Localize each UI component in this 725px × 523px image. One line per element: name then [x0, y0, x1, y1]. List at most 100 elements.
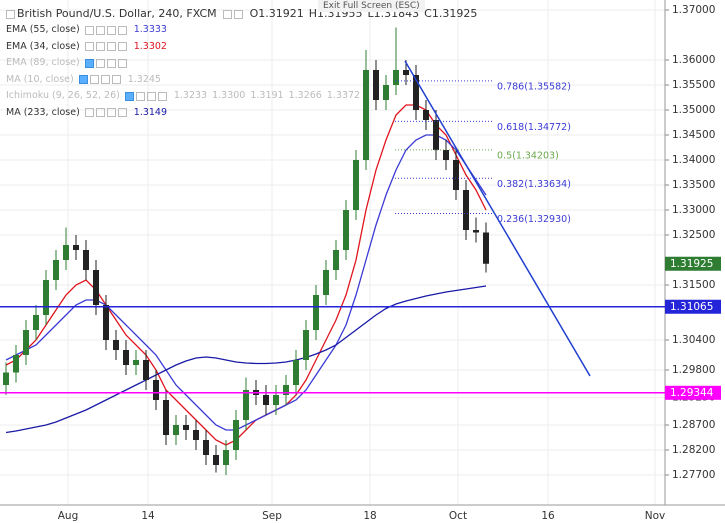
fib-label: 0.382(1.33634): [497, 179, 571, 190]
candle-body: [273, 395, 279, 405]
indicator-icon[interactable]: [78, 75, 88, 85]
candle-body: [363, 70, 369, 160]
indicator-icon[interactable]: [146, 91, 156, 101]
y-tick-label: 1.29800: [672, 364, 715, 376]
plot-background: [0, 0, 665, 505]
price-tag-label: 1.29344: [670, 387, 714, 399]
indicator-row: EMA (89, close): [6, 55, 477, 72]
indicator-value: 1.3149: [133, 106, 168, 118]
fib-label: 0.618(1.34772): [497, 122, 571, 133]
y-tick-label: 1.37000: [672, 4, 715, 16]
indicator-icon[interactable]: [100, 75, 110, 85]
candle-body: [383, 85, 389, 100]
indicator-icon[interactable]: [106, 58, 116, 68]
y-tick-label: 1.28700: [672, 419, 715, 431]
candle-body: [153, 380, 159, 400]
y-tick-label: 1.35000: [672, 104, 715, 116]
indicator-icon[interactable]: [135, 91, 145, 101]
candle-body: [423, 110, 429, 120]
candle-body: [283, 385, 289, 395]
indicator-name: EMA (89, close): [6, 57, 80, 69]
y-tick-label: 1.33500: [672, 179, 715, 191]
candle-body: [183, 425, 189, 430]
settings-icon[interactable]: [222, 9, 232, 19]
fib-label: 0.786(1.35582): [497, 81, 571, 92]
y-tick-label: 1.35500: [672, 79, 715, 91]
indicator-row: EMA (55, close) 1.3333: [6, 22, 477, 39]
candle-body: [243, 390, 249, 420]
tooltip: Exit Full Screen (ESC): [318, 0, 425, 12]
candle-body: [483, 232, 489, 264]
y-tick-label: 1.30400: [672, 334, 715, 346]
last-price-label: 1.31925: [670, 258, 713, 270]
x-tick-label: 14: [141, 510, 155, 522]
ohlc-value: O1.31921: [249, 7, 304, 20]
indicator-icon[interactable]: [84, 58, 94, 68]
candle-body: [443, 150, 449, 160]
indicator-name: Ichimoku (9, 26, 52, 26): [6, 90, 120, 102]
indicator-icon[interactable]: [84, 42, 94, 52]
indicator-icon[interactable]: [84, 25, 94, 35]
indicator-icon[interactable]: [106, 25, 116, 35]
candle-body: [323, 270, 329, 295]
candle-body: [33, 315, 39, 330]
price-tag: [665, 385, 721, 400]
candle-body: [403, 70, 409, 75]
candle-body: [463, 190, 469, 230]
x-tick-label: Aug: [58, 510, 79, 522]
indicator-icon[interactable]: [124, 91, 134, 101]
indicator-icon[interactable]: [117, 42, 127, 52]
candle-body: [203, 440, 209, 455]
indicator-icon[interactable]: [157, 91, 167, 101]
candle-body: [293, 360, 299, 385]
indicator-icon[interactable]: [89, 75, 99, 85]
candle-body: [43, 280, 49, 315]
close-icon[interactable]: [233, 9, 243, 19]
indicator-icon[interactable]: [95, 42, 105, 52]
y-tick-label: 1.36000: [672, 54, 715, 66]
candle-body: [143, 360, 149, 380]
indicator-value: 1.3233: [173, 90, 208, 102]
candle-body: [13, 355, 19, 373]
candle-body: [23, 330, 29, 355]
x-tick-label: Nov: [645, 510, 666, 522]
indicator-icon[interactable]: [95, 108, 105, 118]
fib-label: 0.5(1.34203): [497, 150, 559, 161]
indicator-row: EMA (34, close) 1.3302: [6, 39, 477, 56]
candle-body: [233, 420, 239, 450]
y-tick-label: 1.32500: [672, 229, 715, 241]
indicator-icon[interactable]: [95, 58, 105, 68]
indicator-icon[interactable]: [106, 42, 116, 52]
candle-body: [303, 330, 309, 360]
candle-body: [93, 270, 99, 305]
candle-body: [473, 230, 479, 233]
indicator-icon[interactable]: [111, 75, 121, 85]
indicator-row: MA (233, close) 1.3149: [6, 105, 477, 122]
candle-body: [413, 75, 419, 110]
indicator-icon[interactable]: [117, 108, 127, 118]
indicator-icon[interactable]: [95, 25, 105, 35]
x-tick-label: 18: [363, 510, 376, 522]
x-tick-label: 16: [541, 510, 555, 522]
indicator-name: EMA (55, close): [6, 24, 80, 36]
candle-body: [263, 395, 269, 405]
indicator-icon[interactable]: [84, 108, 94, 118]
y-tick-label: 1.34500: [672, 129, 715, 141]
candle-body: [113, 340, 119, 350]
symbol-row: British Pound/U.S. Dollar, 240, FXCM O1.…: [6, 6, 477, 22]
indicator-icon[interactable]: [117, 58, 127, 68]
candle-body: [373, 70, 379, 100]
ohlc-value: C1.31925: [424, 7, 478, 20]
indicator-value: 1.3191: [250, 90, 284, 102]
indicator-value: 1.3333: [133, 24, 167, 36]
price-tag: [665, 299, 721, 314]
candle-body: [173, 425, 179, 435]
indicator-value: 1.3266: [288, 90, 322, 102]
collapse-icon[interactable]: [6, 9, 15, 19]
symbol-title: British Pound/U.S. Dollar, 240, FXCM: [17, 7, 217, 20]
indicators: EMA (55, close) 1.3333 EMA (34, close) 1.33…: [6, 22, 477, 121]
indicator-icon[interactable]: [106, 108, 116, 118]
indicator-icon[interactable]: [117, 25, 127, 35]
candle-body: [193, 430, 199, 440]
